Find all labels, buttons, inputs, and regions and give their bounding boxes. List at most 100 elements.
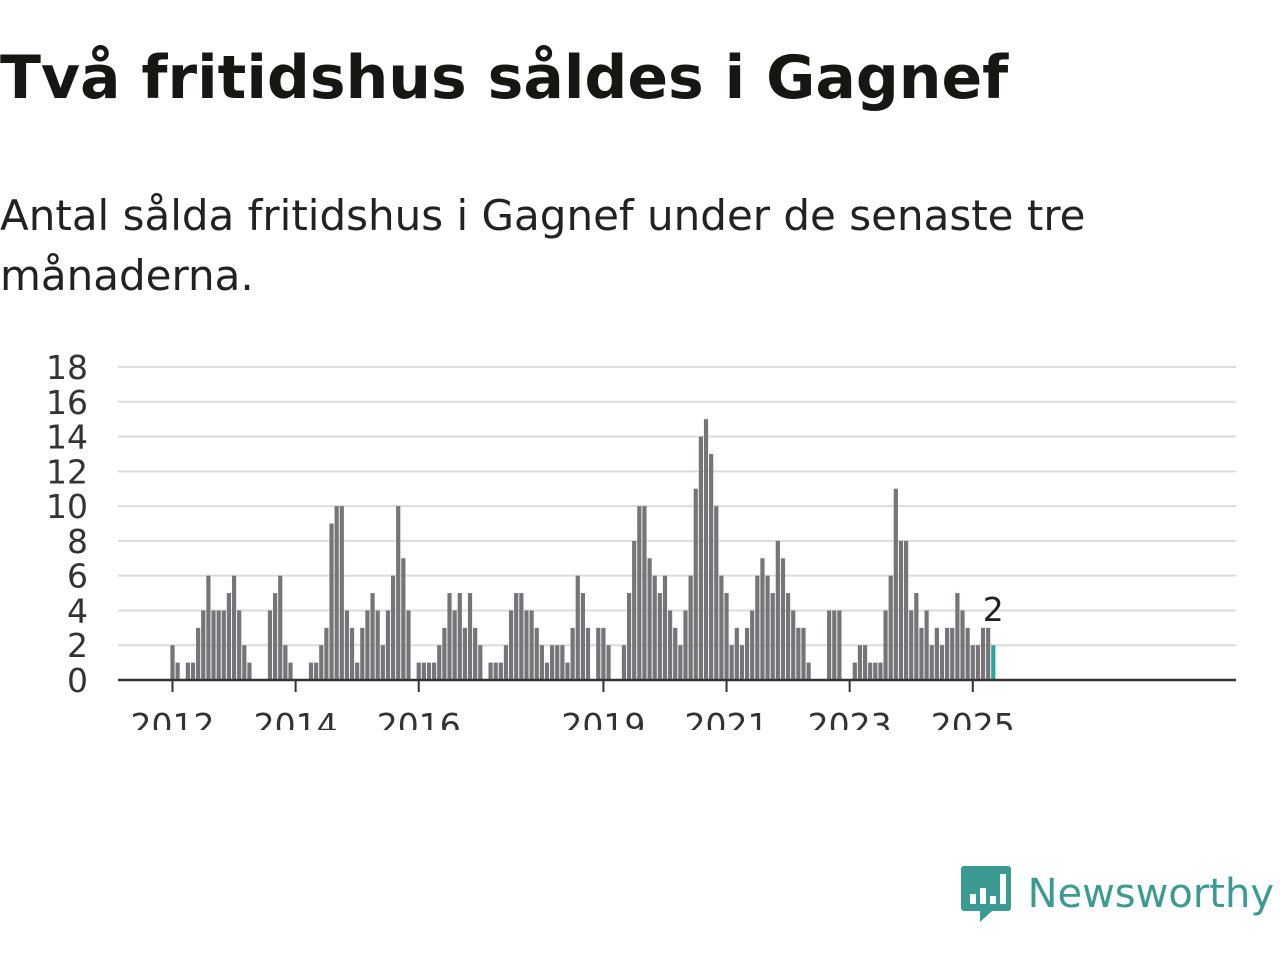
bar [909, 610, 914, 680]
bar [919, 627, 924, 680]
bar [903, 540, 909, 680]
bar [390, 575, 396, 680]
bar [852, 662, 857, 680]
bar [945, 627, 950, 680]
bar [647, 558, 652, 680]
bar [426, 662, 432, 680]
bar [786, 593, 791, 680]
bar [893, 488, 898, 680]
chart-subtitle: Antal sålda fritidshus i Gagnef under de… [0, 191, 1086, 300]
bar [493, 662, 498, 680]
bar [580, 593, 585, 680]
chart-title: Två fritidshus såldes i Gagnef [0, 43, 1009, 113]
bar [508, 610, 514, 680]
bar [196, 627, 201, 680]
x-tick-label: 2019 [561, 706, 645, 730]
bar [662, 575, 668, 680]
bar [986, 627, 991, 680]
bar [206, 575, 211, 680]
bar [360, 627, 365, 680]
bar [693, 488, 698, 680]
bar [503, 645, 509, 680]
x-axis-ticks: 2012 2014 2016 2019 2021 2023 2025 [131, 680, 1015, 730]
bar [432, 662, 437, 680]
bar [375, 610, 380, 680]
bar [868, 662, 873, 680]
bar [801, 627, 806, 680]
bar [524, 610, 529, 680]
bar [780, 558, 786, 680]
bar [657, 593, 662, 680]
bar [724, 593, 729, 680]
bar [873, 662, 878, 680]
bar [744, 627, 750, 680]
bar [837, 610, 842, 680]
bar [488, 662, 493, 680]
bar [226, 593, 232, 680]
bar [775, 540, 780, 680]
bar [642, 506, 647, 680]
bar [170, 645, 175, 680]
latest-value-label: 2 [983, 590, 1004, 629]
bar [529, 610, 534, 680]
bar [190, 662, 196, 680]
y-tick-label: 14 [46, 418, 88, 457]
bar [452, 610, 457, 680]
bar [401, 558, 406, 680]
y-tick-label: 18 [46, 348, 88, 387]
bar [934, 627, 939, 680]
bar [314, 662, 319, 680]
x-tick-label: 2025 [931, 706, 1015, 730]
bar [514, 593, 519, 680]
bar [349, 627, 355, 680]
bar [714, 506, 719, 680]
newsworthy-logo-icon [960, 866, 1011, 922]
bar [955, 593, 960, 680]
bar [570, 627, 575, 680]
bar [980, 627, 986, 680]
y-tick-label: 12 [46, 452, 88, 491]
x-tick-label: 2014 [254, 706, 338, 730]
bar [308, 662, 314, 680]
bar [370, 593, 375, 680]
bar [231, 575, 237, 680]
y-tick-label: 6 [67, 557, 88, 596]
y-tick-label: 0 [67, 661, 88, 700]
bar [385, 610, 391, 680]
bar [437, 645, 442, 680]
bar [334, 506, 339, 680]
bar [652, 575, 657, 680]
bar [355, 662, 360, 680]
bar [791, 610, 796, 680]
bar [565, 662, 570, 680]
bar [739, 645, 745, 680]
bar [421, 662, 426, 680]
bar [544, 662, 550, 680]
bar [719, 575, 724, 680]
bar [939, 645, 945, 680]
bar [709, 453, 714, 680]
y-tick-label: 2 [67, 626, 88, 665]
bar [380, 645, 385, 680]
bar [288, 662, 293, 680]
bar [606, 645, 611, 680]
bar [457, 593, 462, 680]
bar [827, 610, 832, 680]
bar [755, 575, 760, 680]
bar [185, 662, 190, 680]
y-tick-label: 16 [46, 383, 88, 422]
bar [898, 540, 904, 680]
bar [601, 627, 606, 680]
bar [467, 593, 473, 680]
bar [550, 645, 555, 680]
bar [339, 506, 344, 680]
bar [832, 610, 837, 680]
bar [329, 523, 334, 680]
bar [637, 506, 642, 680]
bar [442, 627, 447, 680]
brand-name: Newsworthy [1027, 871, 1274, 917]
bar [806, 662, 811, 680]
bar [765, 575, 770, 680]
